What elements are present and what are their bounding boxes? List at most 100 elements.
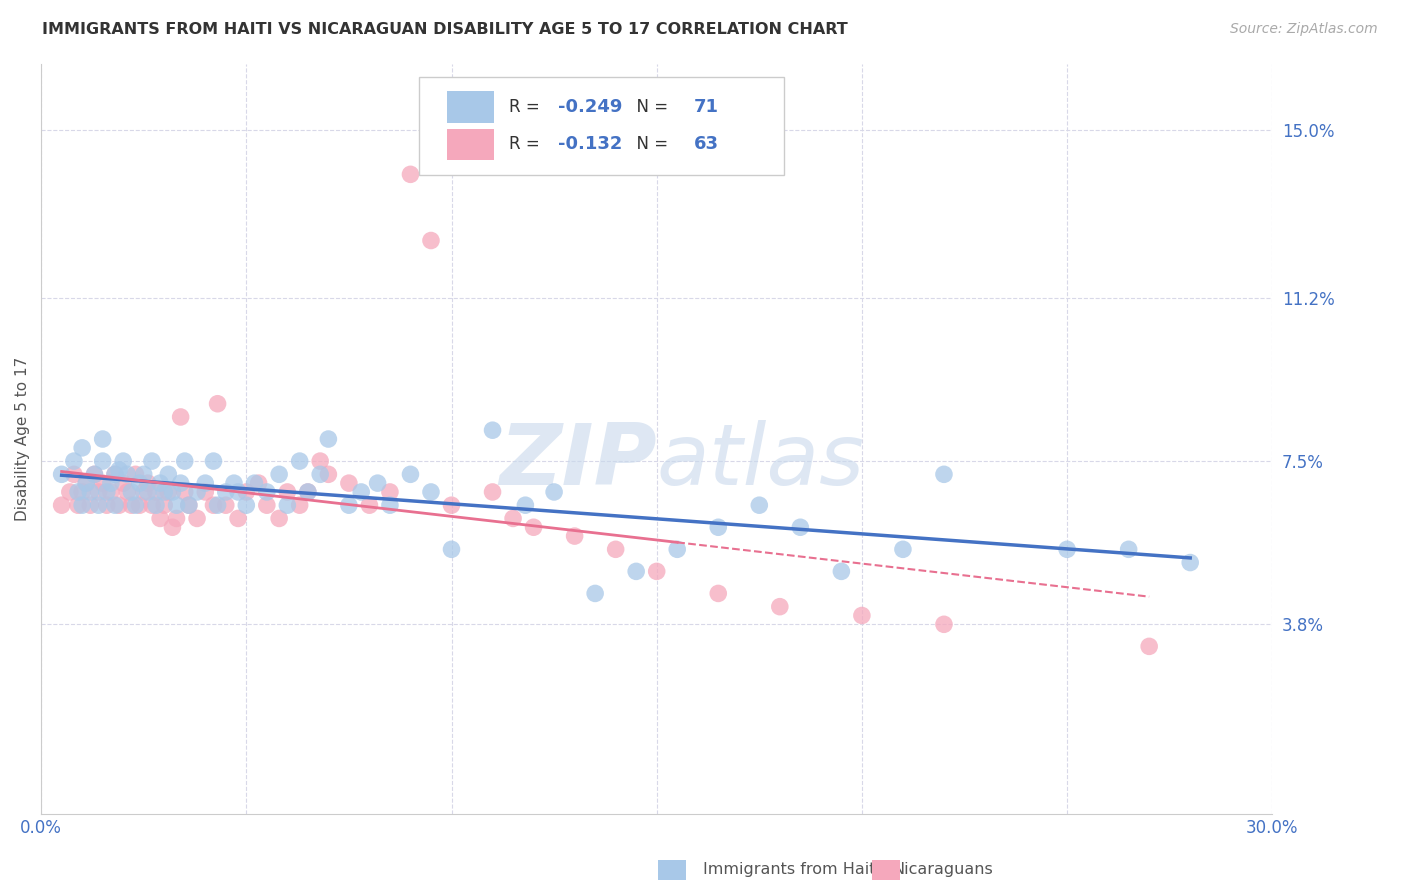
Point (378, 498, 401, 512)
Text: -0.249: -0.249 (558, 98, 623, 116)
Point (177, 498, 200, 512)
Text: -0.132: -0.132 (558, 136, 623, 153)
Point (789, 520, 811, 534)
Point (309, 454, 332, 468)
FancyBboxPatch shape (447, 128, 494, 160)
Point (141, 454, 163, 468)
Point (337, 476, 360, 491)
Point (145, 498, 167, 512)
Point (128, 476, 150, 491)
Point (288, 498, 311, 512)
Point (194, 485, 217, 500)
Point (1137, 640, 1160, 654)
Text: 71: 71 (693, 98, 718, 116)
Point (202, 498, 225, 512)
Point (120, 498, 142, 512)
Point (108, 463, 131, 477)
Point (222, 476, 245, 491)
Point (87, 498, 110, 512)
Point (70, 441, 93, 455)
Point (564, 529, 586, 543)
Point (481, 485, 503, 500)
Point (420, 234, 443, 248)
Point (247, 476, 270, 491)
Point (96, 498, 118, 512)
Point (83, 467, 105, 482)
Point (75, 476, 97, 491)
Point (51, 498, 73, 512)
Point (297, 485, 319, 500)
Point (666, 542, 689, 557)
Point (399, 467, 422, 482)
Text: R =: R = (509, 136, 550, 153)
Point (1056, 542, 1078, 557)
Point (59, 485, 82, 500)
Point (399, 167, 422, 181)
Point (91, 454, 114, 468)
Point (79, 485, 101, 500)
Point (769, 599, 792, 614)
Point (707, 520, 730, 534)
Point (932, 467, 955, 482)
Point (83, 467, 105, 482)
Point (186, 485, 208, 500)
FancyBboxPatch shape (447, 91, 494, 122)
Point (707, 586, 730, 600)
Point (367, 476, 389, 491)
Point (162, 485, 184, 500)
Point (79, 498, 101, 512)
Point (269, 511, 291, 525)
Point (297, 485, 319, 500)
Point (359, 498, 381, 512)
Point (624, 565, 647, 579)
Point (186, 511, 208, 525)
Point (91, 476, 114, 491)
Point (100, 476, 122, 491)
Point (173, 454, 195, 468)
Point (145, 485, 167, 500)
Point (215, 485, 238, 500)
Point (149, 476, 172, 491)
Text: ZIP: ZIP (499, 420, 657, 503)
Point (128, 498, 150, 512)
Point (153, 498, 176, 512)
Point (141, 498, 163, 512)
Point (67, 498, 90, 512)
Point (891, 542, 914, 557)
Text: 63: 63 (693, 136, 718, 153)
Point (169, 409, 191, 424)
Point (100, 485, 122, 500)
Point (481, 423, 503, 437)
Point (63, 454, 86, 468)
Point (207, 498, 229, 512)
Point (166, 511, 188, 525)
Point (235, 485, 257, 500)
Text: Immigrants from Haiti: Immigrants from Haiti (703, 863, 880, 877)
Point (117, 467, 139, 482)
Point (269, 467, 291, 482)
Point (70, 485, 93, 500)
Point (149, 511, 172, 525)
Point (256, 498, 278, 512)
Point (166, 498, 188, 512)
Point (1118, 542, 1140, 557)
Point (87, 485, 110, 500)
Point (440, 498, 463, 512)
Point (226, 485, 249, 500)
Text: R =: R = (509, 98, 546, 116)
Point (207, 397, 229, 411)
Point (440, 542, 463, 557)
Point (75, 476, 97, 491)
Point (173, 485, 195, 500)
Point (318, 432, 340, 446)
Point (91, 432, 114, 446)
Point (169, 476, 191, 491)
Point (124, 498, 146, 512)
Point (256, 485, 278, 500)
Y-axis label: Disability Age 5 to 17: Disability Age 5 to 17 (15, 357, 30, 521)
Point (543, 485, 565, 500)
Point (194, 476, 217, 491)
Point (104, 498, 127, 512)
Point (70, 498, 93, 512)
Point (51, 467, 73, 482)
